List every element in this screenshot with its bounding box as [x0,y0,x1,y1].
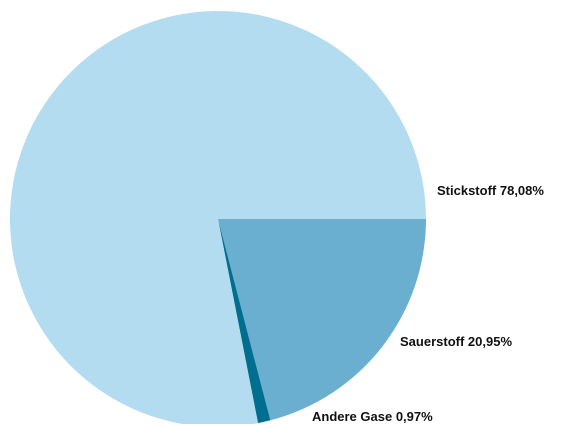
slice-value: 78,08% [500,183,545,198]
slice-label: Andere Gase 0,97% [312,409,433,424]
pie-slice [218,219,271,424]
slice-name: Andere Gase [312,409,392,424]
pie-slice [10,11,426,424]
slice-label: Sauerstoff 20,95% [400,334,512,349]
slice-name: Sauerstoff [400,334,465,349]
slice-value: 20,95% [468,334,513,349]
slice-value: 0,97% [396,409,433,424]
slice-name: Stickstoff [437,183,497,198]
slice-label: Stickstoff 78,08% [437,183,544,198]
pie-slice [218,219,426,421]
